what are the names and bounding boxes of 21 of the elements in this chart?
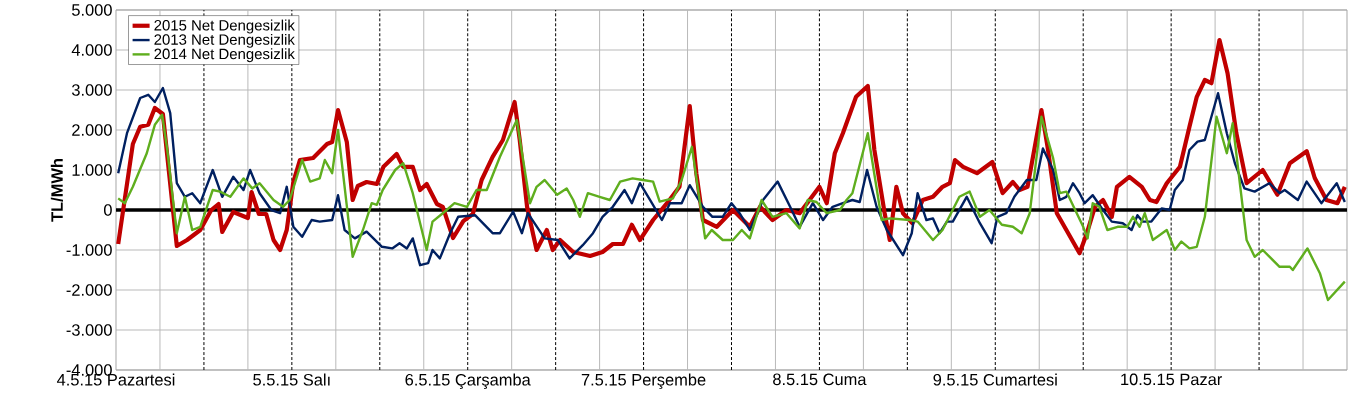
y-axis-title: TL/MWh (50, 159, 64, 222)
x-tick-label: 10.5.15 Pazar (1121, 373, 1223, 386)
y-tick-label: 1.000 (72, 164, 112, 176)
y-tick-label: 3.000 (71, 84, 112, 96)
legend-label: 2015 Net Dengesizlik (154, 19, 295, 34)
y-tick-label: 0 (103, 204, 112, 216)
y-tick-label: 5.000 (72, 4, 112, 16)
legend-label: 2013 Net Dengesizlik (154, 33, 295, 48)
y-tick-label: 2.000 (72, 124, 112, 136)
x-tick-label: 9.5.15 Cumartesi (933, 373, 1057, 386)
x-tick-label: 6.5.15 Çarşamba (405, 373, 531, 389)
x-tick-label: 5.5.15 Salı (253, 373, 330, 386)
x-tick-label: 8.5.15 Cuma (773, 373, 867, 386)
y-tick-label: -2.000 (66, 284, 112, 296)
line-series (117, 86, 1346, 267)
line-series (117, 113, 1346, 302)
x-tick-label: 7.5.15 Perşembe (581, 373, 706, 389)
y-tick-label: 4.000 (71, 44, 112, 56)
legend-label: 2014 Net Dengesizlik (154, 48, 295, 63)
y-tick-label: -3.000 (66, 324, 112, 336)
y-tick-label: -1.000 (66, 244, 112, 256)
